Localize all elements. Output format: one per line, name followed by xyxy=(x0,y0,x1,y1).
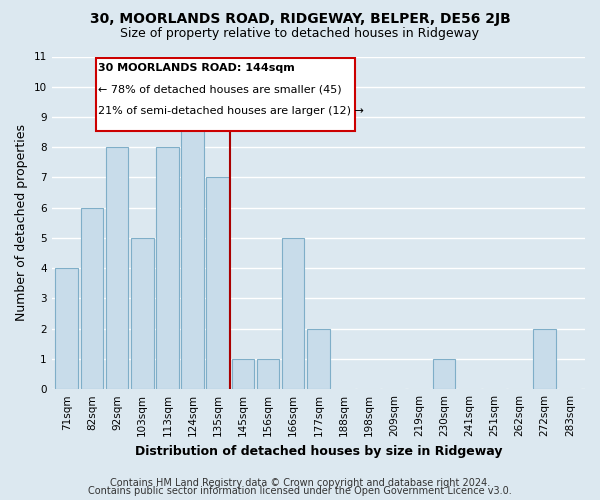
Bar xyxy=(232,359,254,389)
Bar xyxy=(533,328,556,389)
Bar xyxy=(307,328,329,389)
Bar xyxy=(55,268,78,389)
Bar xyxy=(433,359,455,389)
Y-axis label: Number of detached properties: Number of detached properties xyxy=(15,124,28,322)
Bar xyxy=(156,147,179,389)
Text: Size of property relative to detached houses in Ridgeway: Size of property relative to detached ho… xyxy=(121,28,479,40)
Bar xyxy=(257,359,280,389)
FancyBboxPatch shape xyxy=(95,58,355,131)
Bar xyxy=(181,117,204,389)
Text: ← 78% of detached houses are smaller (45): ← 78% of detached houses are smaller (45… xyxy=(98,84,342,94)
Text: 30, MOORLANDS ROAD, RIDGEWAY, BELPER, DE56 2JB: 30, MOORLANDS ROAD, RIDGEWAY, BELPER, DE… xyxy=(89,12,511,26)
Text: Contains public sector information licensed under the Open Government Licence v3: Contains public sector information licen… xyxy=(88,486,512,496)
Bar xyxy=(282,238,304,389)
Bar xyxy=(206,178,229,389)
Bar xyxy=(131,238,154,389)
X-axis label: Distribution of detached houses by size in Ridgeway: Distribution of detached houses by size … xyxy=(134,444,502,458)
Text: 21% of semi-detached houses are larger (12) →: 21% of semi-detached houses are larger (… xyxy=(98,106,364,116)
Text: Contains HM Land Registry data © Crown copyright and database right 2024.: Contains HM Land Registry data © Crown c… xyxy=(110,478,490,488)
Bar xyxy=(80,208,103,389)
Bar xyxy=(106,147,128,389)
Text: 30 MOORLANDS ROAD: 144sqm: 30 MOORLANDS ROAD: 144sqm xyxy=(98,62,295,72)
